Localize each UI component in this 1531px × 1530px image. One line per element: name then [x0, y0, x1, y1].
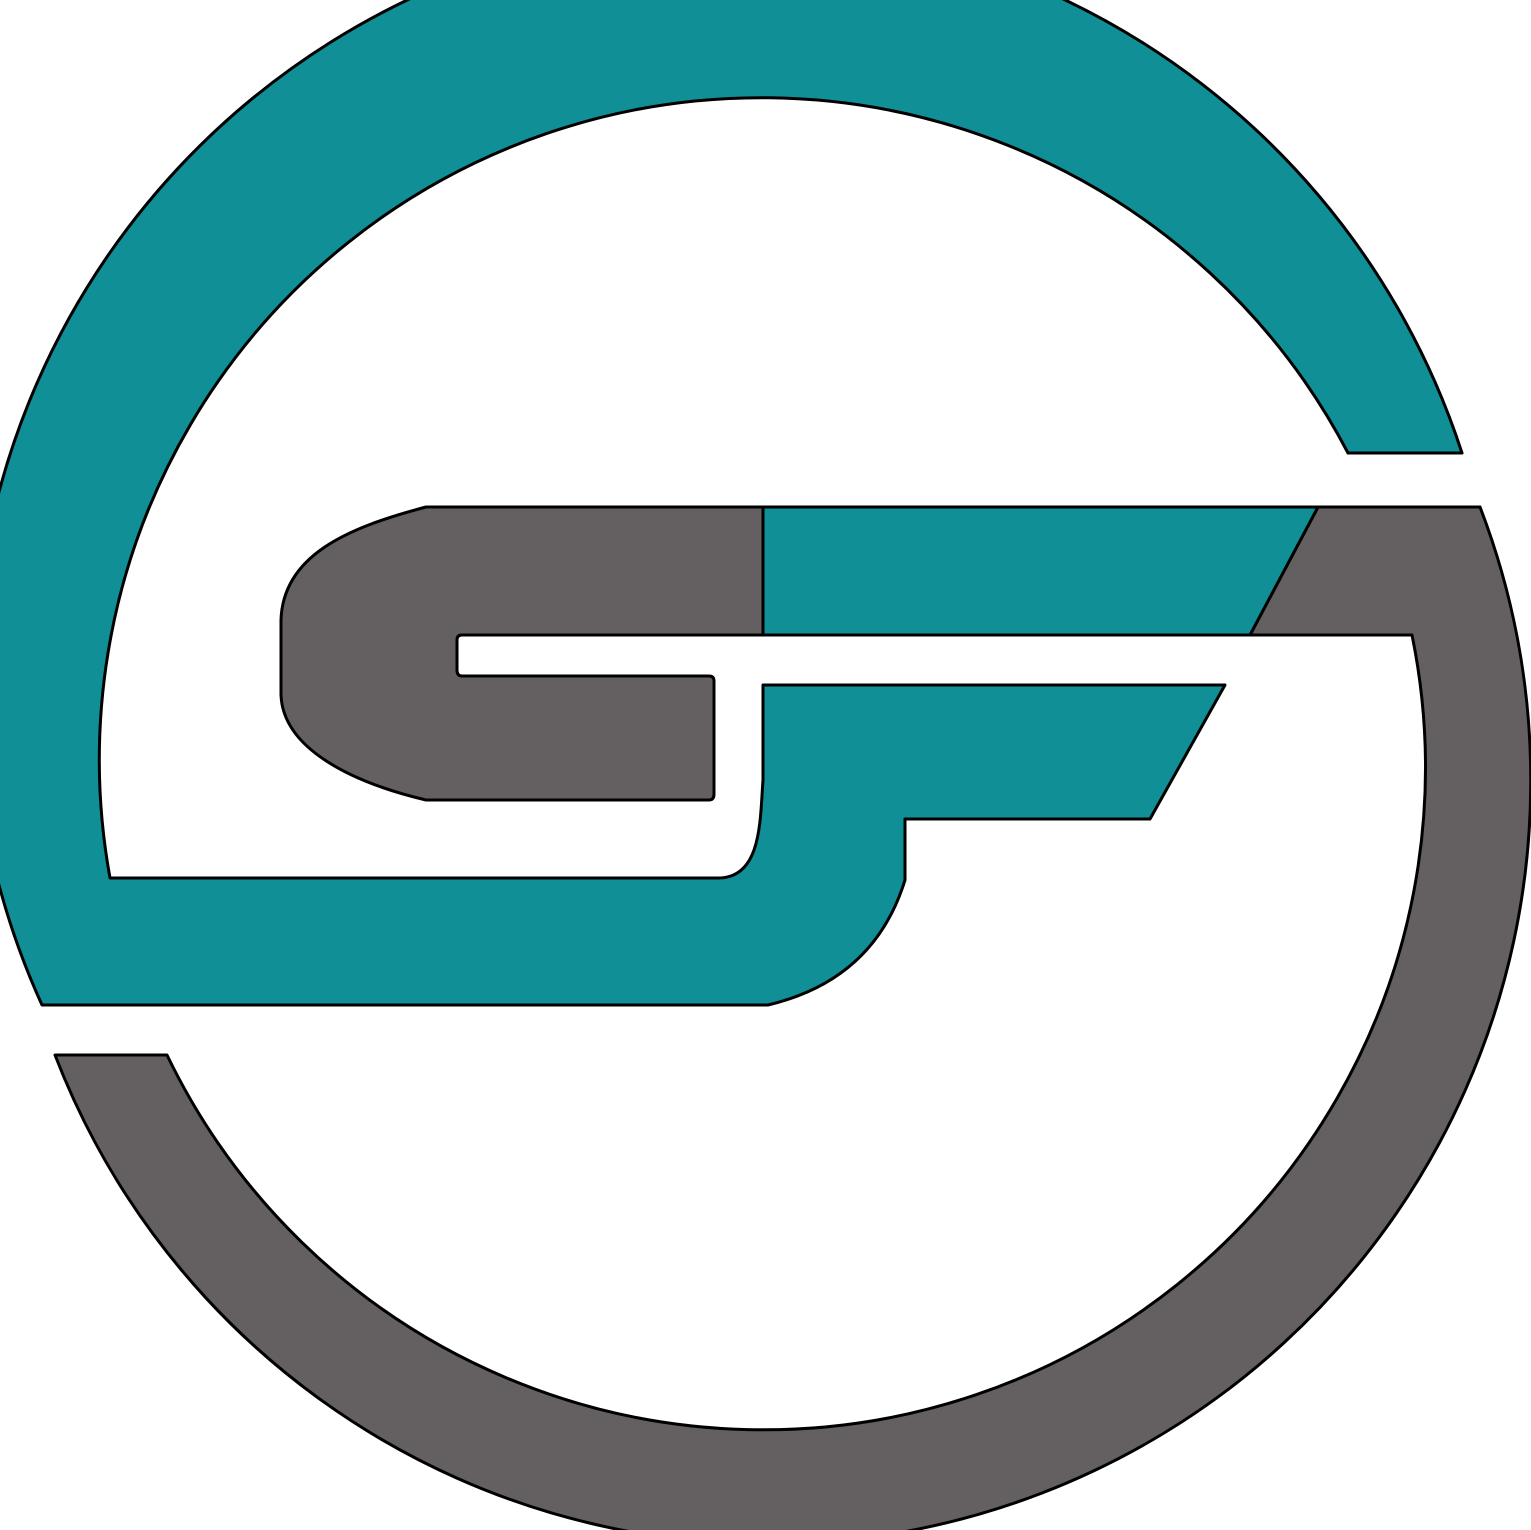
teal-ring-arc: [0, 0, 1464, 1007]
f-letter-top-bar: [761, 505, 1320, 637]
gray-ring-arc: [53, 505, 1531, 1530]
g-letter-body: [279, 505, 765, 802]
